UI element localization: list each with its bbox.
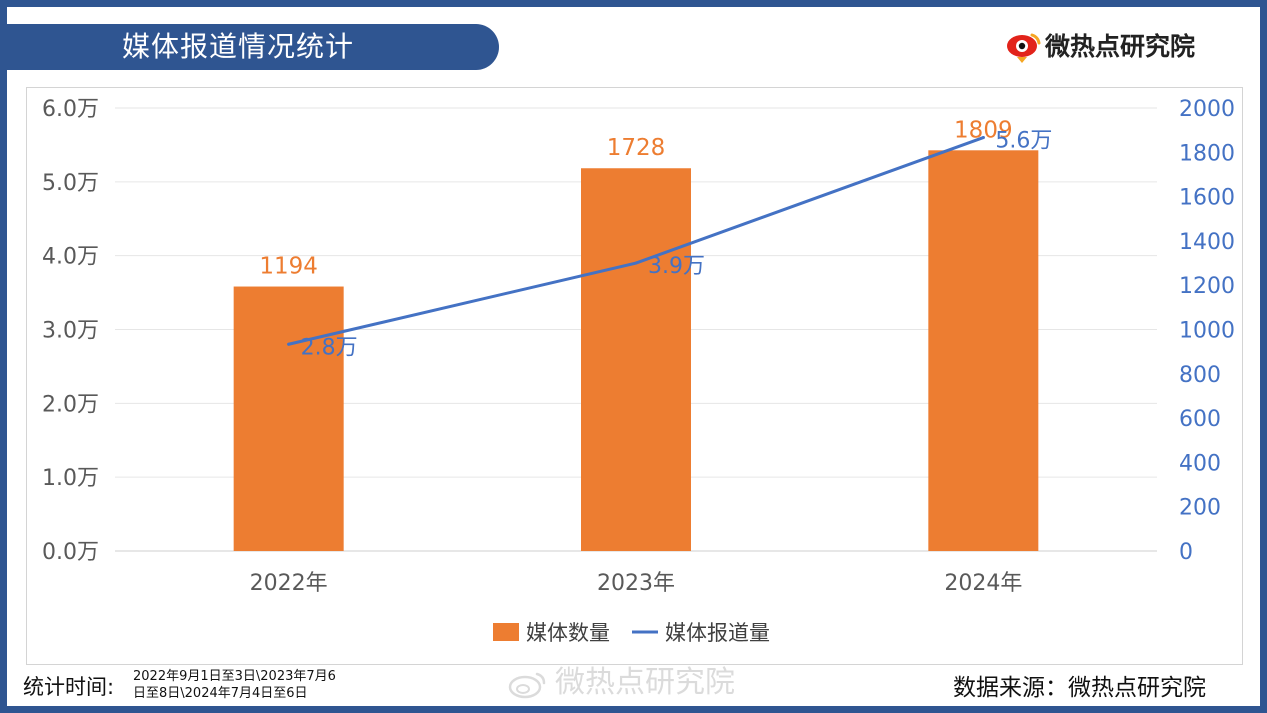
left-axis-tick: 6.0万: [42, 97, 99, 122]
right-axis-tick: 1800: [1179, 141, 1235, 166]
stat-time-line-2: 日至8日\2024年7月4日至6日: [133, 686, 308, 701]
page-frame: 媒体报道情况统计 微热点研究院 0.0万 1.0万 2.0万 3.0万 4.0万 5.0万…: [7, 7, 1260, 706]
legend-bar-label: 媒体数量: [526, 621, 610, 645]
right-axis-tick: 0: [1179, 540, 1193, 565]
x-axis-tick: 2024年: [944, 571, 1022, 596]
x-axis-tick: 2023年: [597, 571, 675, 596]
left-axis-tick: 1.0万: [42, 466, 99, 491]
bar-data-label: 1728: [607, 135, 666, 161]
weibo-icon: [508, 672, 546, 699]
right-axis-tick: 400: [1179, 451, 1221, 476]
line-data-label: 3.9万: [648, 254, 705, 279]
stat-time-label: 统计时间:: [23, 675, 115, 699]
right-axis-tick: 1200: [1179, 274, 1235, 299]
line-point: [287, 342, 291, 346]
right-axis-tick: 1400: [1179, 230, 1235, 255]
x-axis-tick: 2022年: [250, 571, 328, 596]
right-axis-tick: 1600: [1179, 186, 1235, 211]
right-axis-tick: 800: [1179, 363, 1221, 388]
right-axis-tick: 600: [1179, 407, 1221, 432]
line-point: [634, 261, 638, 265]
line-data-label: 5.6万: [995, 129, 1052, 154]
title-banner: 媒体报道情况统计: [7, 24, 499, 70]
combo-chart: 0.0万 1.0万 2.0万 3.0万 4.0万 5.0万 6.0万 0 200 400 600 80…: [42, 97, 1235, 645]
chart-panel: 0.0万 1.0万 2.0万 3.0万 4.0万 5.0万 6.0万 0 200 400 600 80…: [26, 87, 1243, 665]
left-axis-tick: 5.0万: [42, 171, 99, 196]
bar-data-label: 1809: [954, 117, 1013, 143]
legend-line-label: 媒体报道量: [665, 621, 770, 645]
data-source: 数据来源：微热点研究院: [953, 675, 1206, 701]
right-axis-tick: 2000: [1179, 97, 1235, 122]
bar: [928, 150, 1039, 551]
page-title: 媒体报道情况统计: [122, 30, 355, 63]
line-point: [981, 136, 985, 140]
weibo-eye-logo-icon: [1007, 33, 1041, 63]
brand-name: 微热点研究院: [1045, 32, 1196, 61]
bar: [581, 168, 691, 552]
right-axis-tick: 200: [1179, 496, 1221, 521]
right-axis-tick: 1000: [1179, 319, 1235, 344]
bar-data-label: 1194: [259, 254, 318, 280]
stat-time-range: 2022年9月1日至3日\2023年7月6 日至8日\2024年7月4日至6日: [133, 668, 336, 702]
bar: [233, 286, 344, 551]
left-axis-tick: 3.0万: [42, 319, 99, 344]
watermark-text: 微热点研究院: [555, 665, 735, 700]
left-axis-tick: 2.0万: [42, 392, 99, 417]
left-axis-tick: 0.0万: [42, 540, 99, 565]
stat-time-line-1: 2022年9月1日至3日\2023年7月6: [133, 669, 336, 684]
line-data-label: 2.8万: [301, 335, 358, 360]
left-axis-tick: 4.0万: [42, 245, 99, 270]
legend-bar-swatch: [493, 623, 519, 641]
